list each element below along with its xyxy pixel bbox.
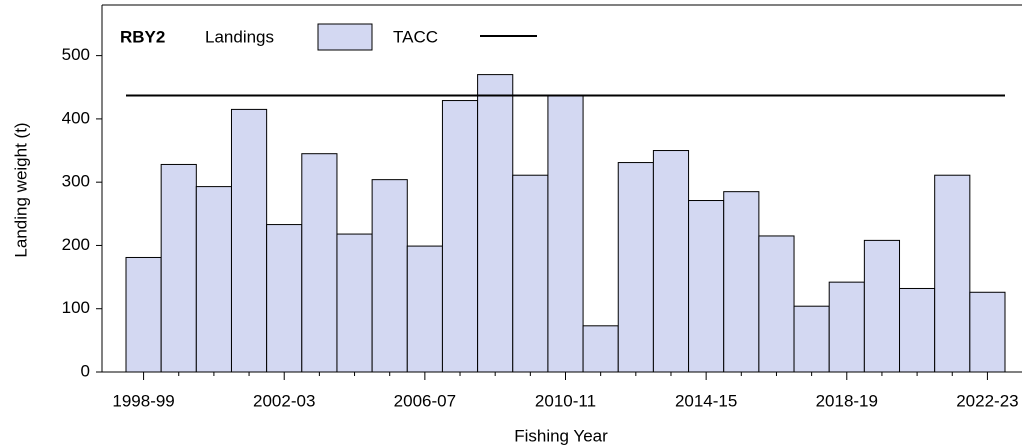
y-tick-label: 500 [62, 45, 90, 64]
y-tick-label: 100 [62, 298, 90, 317]
bar [547, 94, 584, 373]
bar [441, 100, 479, 373]
bar [477, 74, 514, 373]
y-axis-title: Landing weight (t) [11, 122, 30, 257]
bar [793, 305, 830, 373]
bar [160, 163, 197, 373]
x-axis-title: Fishing Year [514, 426, 608, 445]
bar [512, 174, 549, 373]
bar [828, 281, 865, 373]
legend-label: Landings [205, 27, 274, 46]
bar [652, 150, 690, 373]
legend-label: TACC [393, 27, 438, 46]
y-tick-label: 0 [81, 361, 90, 380]
bar [266, 224, 303, 373]
bar [301, 153, 338, 373]
x-tick-label: 2002-03 [253, 391, 315, 410]
bar [688, 200, 725, 373]
bar [125, 256, 162, 373]
y-tick-label: 300 [62, 172, 90, 191]
bar [969, 291, 1006, 373]
bar [582, 325, 619, 373]
bar [934, 174, 971, 373]
bar [758, 235, 795, 373]
x-tick-label: 2014-15 [675, 391, 737, 410]
bar [406, 245, 443, 373]
y-tick-label: 200 [62, 235, 90, 254]
x-tick-label: 2022-23 [956, 391, 1018, 410]
x-tick-label: 2010-11 [535, 391, 596, 410]
bar [371, 179, 408, 373]
y-tick-label: 400 [62, 108, 90, 127]
x-tick-label: 2006-07 [394, 391, 456, 410]
bar [723, 191, 760, 373]
x-tick-label: 1998-99 [112, 391, 174, 410]
bar [195, 186, 232, 373]
legend-swatch [317, 23, 373, 51]
bar [617, 162, 654, 373]
bar [230, 108, 268, 373]
x-tick-label: 2018-19 [816, 391, 878, 410]
annotation: RBY2 [120, 27, 165, 46]
bar [863, 239, 901, 373]
bar [336, 233, 373, 373]
bar [899, 287, 936, 373]
